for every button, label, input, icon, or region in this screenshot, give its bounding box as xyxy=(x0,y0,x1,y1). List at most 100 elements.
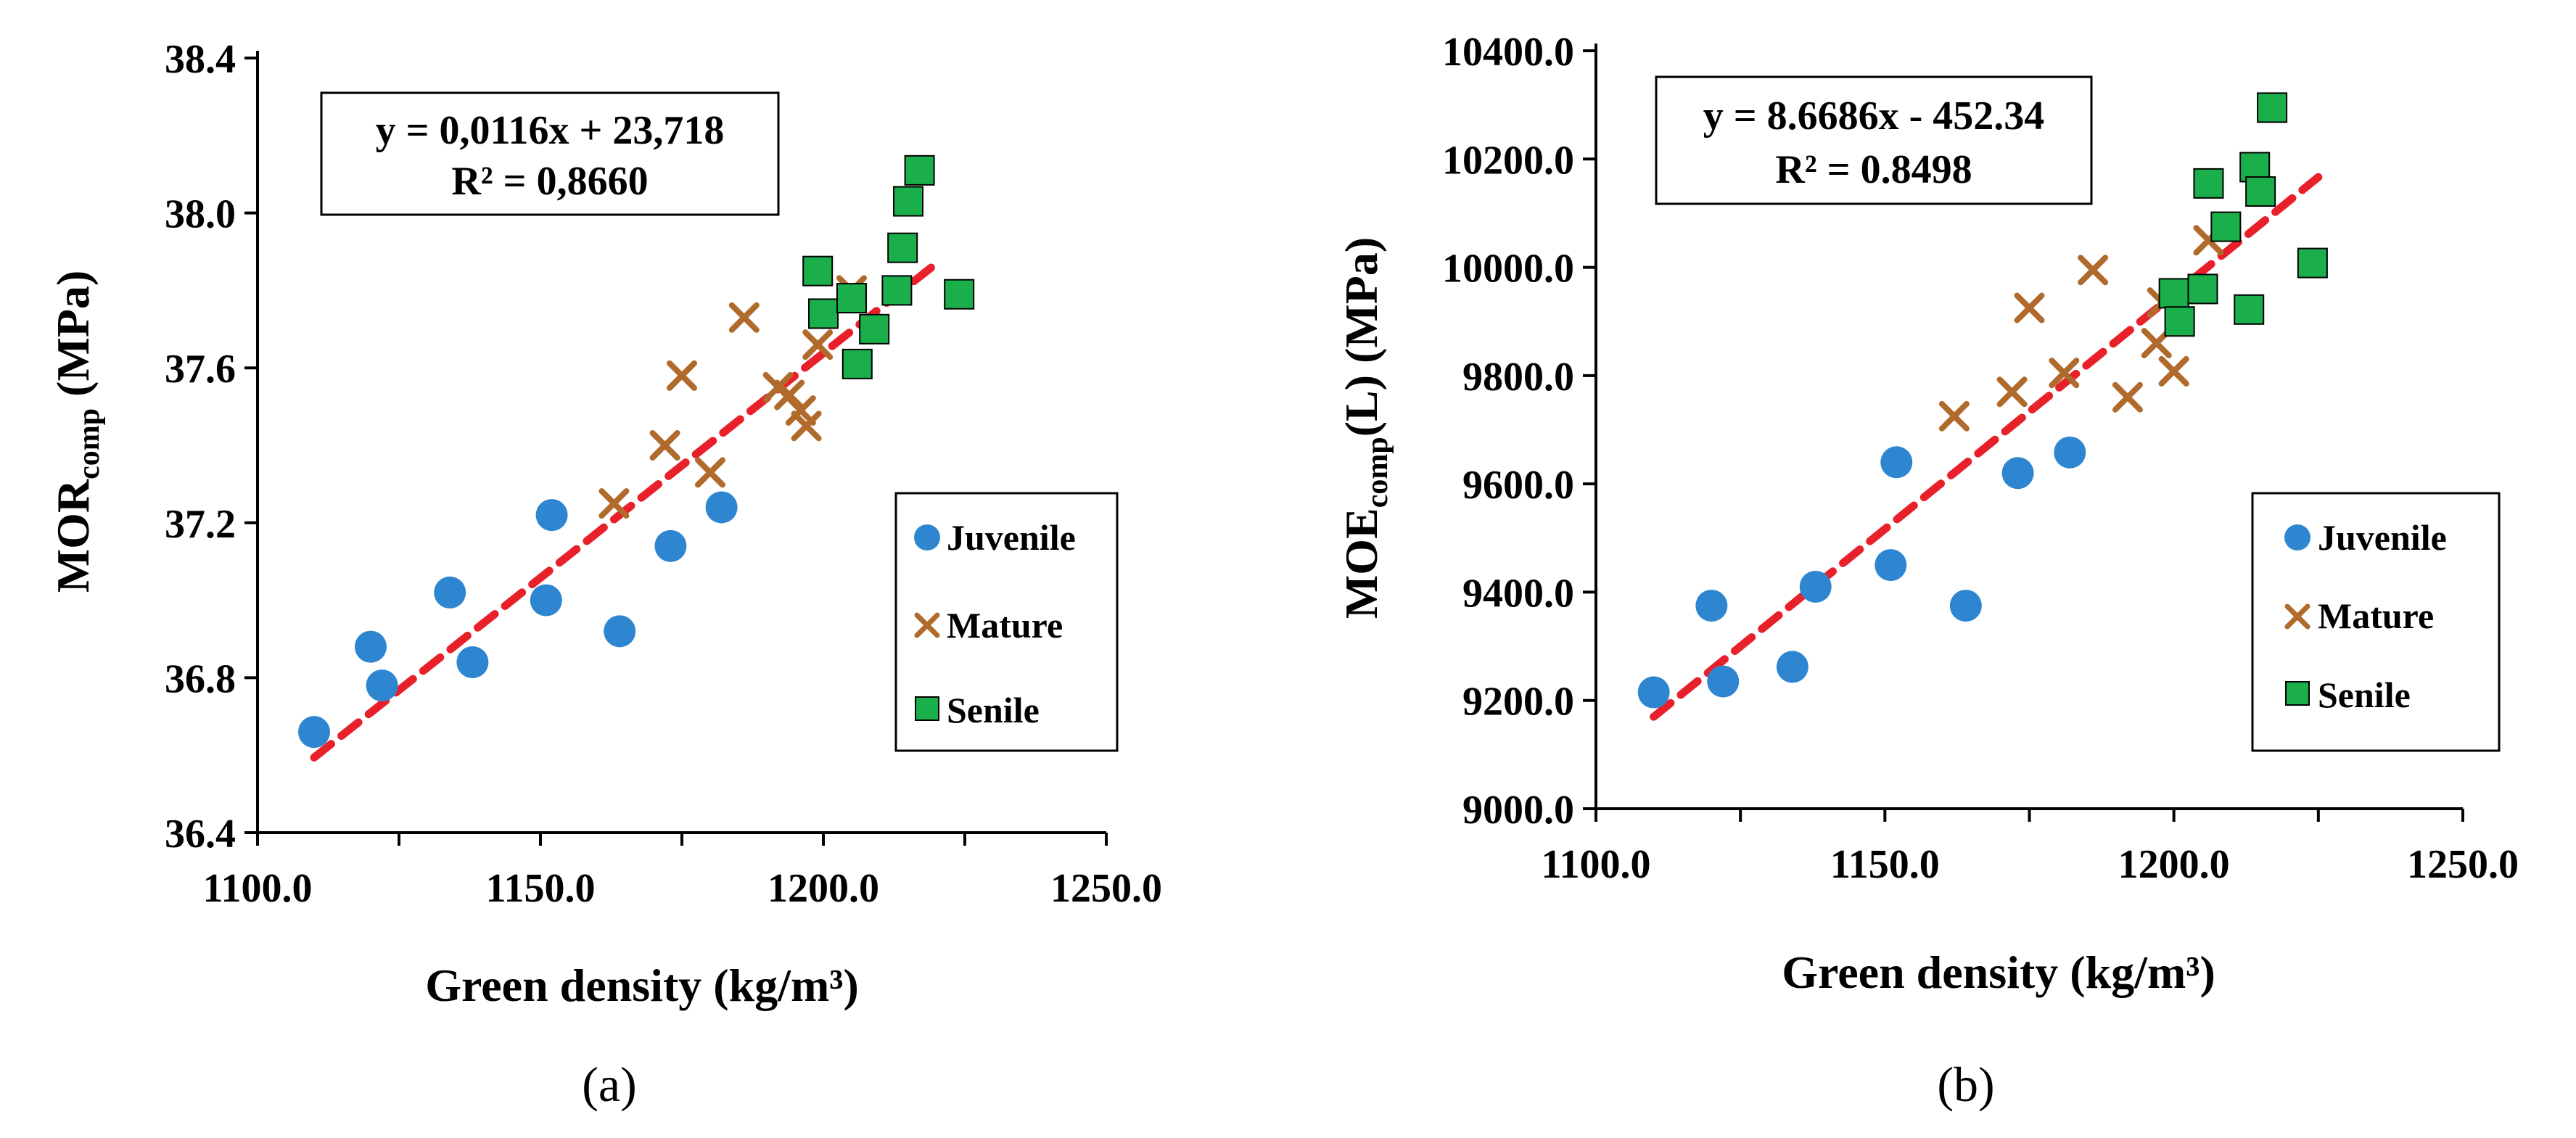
panel-b-ylabel-sub: comp xyxy=(1361,437,1394,508)
panel-a-point-mature xyxy=(785,395,816,426)
panel-a-trendline-path xyxy=(310,259,941,762)
panel-b-point-juvenile xyxy=(1875,549,1907,582)
panel-a-point-mature xyxy=(728,302,760,333)
panel-b-point-mature xyxy=(2049,358,2080,389)
panel-a-point-senile xyxy=(904,154,935,186)
panel-b-point-senile xyxy=(2297,247,2328,279)
panel-b-point-senile xyxy=(2187,273,2218,305)
panel-a-point-senile xyxy=(841,348,873,379)
panel-a-y-tick-label: 38.4 xyxy=(165,37,236,82)
panel-b-point-juvenile xyxy=(1707,665,1740,698)
panel-a-point-juvenile xyxy=(604,615,636,648)
panel-b-point-senile xyxy=(2158,278,2189,309)
panel-a-point-juvenile xyxy=(298,716,330,749)
panel-a-point-juvenile xyxy=(434,576,466,609)
panel-b-equation-box: y = 8.6686x - 452.34 R² = 0.8498 xyxy=(1655,75,2093,205)
panel-b-y-tick-label: 10200.0 xyxy=(1442,138,1574,183)
panel-b-x-tick-label: 1200.0 xyxy=(2118,842,2230,887)
panel-a-label: (a) xyxy=(582,1057,636,1112)
panel-a-legend: Juvenile Mature Senile xyxy=(894,492,1119,752)
panel-a-point-senile xyxy=(859,313,890,345)
panel-a-y-tick-label: 36.4 xyxy=(165,812,236,857)
panel-b-x-tick-label: 1100.0 xyxy=(1542,842,1651,887)
panel-b-point-juvenile xyxy=(2054,436,2086,469)
panel-a-y-tick-label: 37.2 xyxy=(165,502,236,547)
panel-b-y-tick-label: 9200.0 xyxy=(1462,680,1574,725)
panel-a-point-senile xyxy=(802,255,834,286)
panel-a-point-juvenile xyxy=(355,630,387,663)
panel-a-points xyxy=(298,154,975,749)
panel-a-point-senile xyxy=(836,283,867,314)
panel-b-x-tick-label: 1150.0 xyxy=(1830,842,1940,887)
panel-a-y-axis-title: MORcomp (MPa) xyxy=(47,271,106,593)
panel-b-legend-senile-marker xyxy=(2285,681,2310,706)
panel-b-x-axis-title: Green density (kg/m³) xyxy=(1782,947,2215,998)
panel-b-legend-mature-label: Mature xyxy=(2318,595,2434,636)
panel-a-r-squared: R² = 0,8660 xyxy=(451,159,648,204)
panel-a-trendline xyxy=(310,259,941,762)
panel-b-point-senile xyxy=(2257,92,2288,123)
panel-a-ylabel-sub: comp xyxy=(73,408,106,479)
panel-a-legend-mature-label: Mature xyxy=(947,605,1063,646)
panel-b-equation: y = 8.6686x - 452.34 xyxy=(1703,94,2045,139)
panel-b-legend: Juvenile Mature Senile xyxy=(2251,492,2501,752)
panel-a-point-mature xyxy=(598,488,630,519)
panel-b-point-juvenile xyxy=(1949,590,1982,622)
panel-b-point-juvenile xyxy=(1880,446,1913,479)
panel-b-ylabel-unit: (L) (MPa) xyxy=(1336,237,1387,437)
panel-a-point-mature xyxy=(791,411,822,442)
panel-a-y-tick-label: 36.8 xyxy=(165,656,236,701)
panel-a-legend-senile-label: Senile xyxy=(947,690,1040,730)
panel-b-x-tick-label: 1250.0 xyxy=(2407,842,2519,887)
panel-a-ylabel-space xyxy=(47,397,99,408)
panel-a-point-senile xyxy=(881,275,913,306)
panel-b-y-tick-label: 10000.0 xyxy=(1442,247,1574,292)
panel-b-point-senile xyxy=(2193,168,2224,199)
panel-b-point-mature xyxy=(2112,382,2143,413)
panel-b-y-tick-label: 9800.0 xyxy=(1462,355,1574,400)
panel-b-points xyxy=(1637,92,2328,709)
panel-a-legend-juvenile-label: Juvenile xyxy=(947,517,1076,558)
panel-b-point-juvenile xyxy=(1799,570,1832,603)
panel-a-equation: y = 0,0116x + 23,718 xyxy=(376,108,725,153)
panel-a-point-mature xyxy=(649,430,680,461)
panel-b-r-squared: R² = 0.8498 xyxy=(1775,147,1972,192)
panel-b-point-juvenile xyxy=(1637,676,1670,709)
panel-b-x-ticks: 1100.0 1150.0 1200.0 1250.0 xyxy=(1542,809,2519,887)
panel-a-point-juvenile xyxy=(456,646,489,679)
panel-b-point-mature xyxy=(1938,400,1970,432)
panel-a-x-tick-label: 1150.0 xyxy=(486,866,596,911)
panel-b-legend-juvenile-marker xyxy=(2284,524,2310,551)
panel-b-point-juvenile xyxy=(2001,457,2034,490)
panel-a-point-juvenile xyxy=(705,491,738,524)
panel-a-y-tick-label: 37.6 xyxy=(165,347,236,392)
panel-a-y-ticks: 36.4 36.8 37.2 37.6 38.0 38.4 xyxy=(165,37,258,857)
panel-a-equation-frame xyxy=(320,91,780,216)
panel-b-equation-frame xyxy=(1655,75,2093,205)
panel-a-x-axis-title: Green density (kg/m³) xyxy=(425,960,859,1011)
panel-b-ylabel-main: MOE xyxy=(1336,508,1387,619)
panel-b-y-axis-title: MOEcomp(L) (MPa) xyxy=(1336,237,1394,619)
panel-b-point-mature xyxy=(2014,292,2045,323)
panel-b: 1100.0 1150.0 1200.0 1250.0 9000.0 9200.0 940… xyxy=(1336,30,2519,1112)
panel-b-point-senile xyxy=(2164,306,2195,337)
panel-a-ylabel-unit: (MPa) xyxy=(47,271,99,397)
panel-b-legend-senile-label: Senile xyxy=(2318,675,2411,715)
panel-b-label: (b) xyxy=(1937,1057,1994,1112)
panel-b-trendline xyxy=(1650,173,2323,721)
panel-b-point-mature xyxy=(2158,355,2189,387)
panel-a-point-mature xyxy=(774,379,805,411)
panel-b-legend-mature-marker xyxy=(2284,603,2310,630)
panel-a-x-tick-label: 1200.0 xyxy=(768,866,879,911)
panel-a-ylabel-main: MOR xyxy=(47,479,99,593)
panel-a-legend-juvenile-marker xyxy=(914,524,940,551)
panel-a-point-senile xyxy=(944,279,975,310)
panel-a-point-juvenile xyxy=(535,499,568,532)
panel-a-point-juvenile xyxy=(530,584,562,617)
panel-a-point-senile xyxy=(887,232,918,263)
panel-a-point-mature xyxy=(667,360,697,391)
panel-a-point-senile xyxy=(808,298,839,329)
panel-b-y-ticks: 9000.0 9200.0 9400.0 9600.0 9800.0 10000.0 102… xyxy=(1442,30,1596,833)
panel-b-y-tick-label: 9000.0 xyxy=(1462,788,1574,833)
